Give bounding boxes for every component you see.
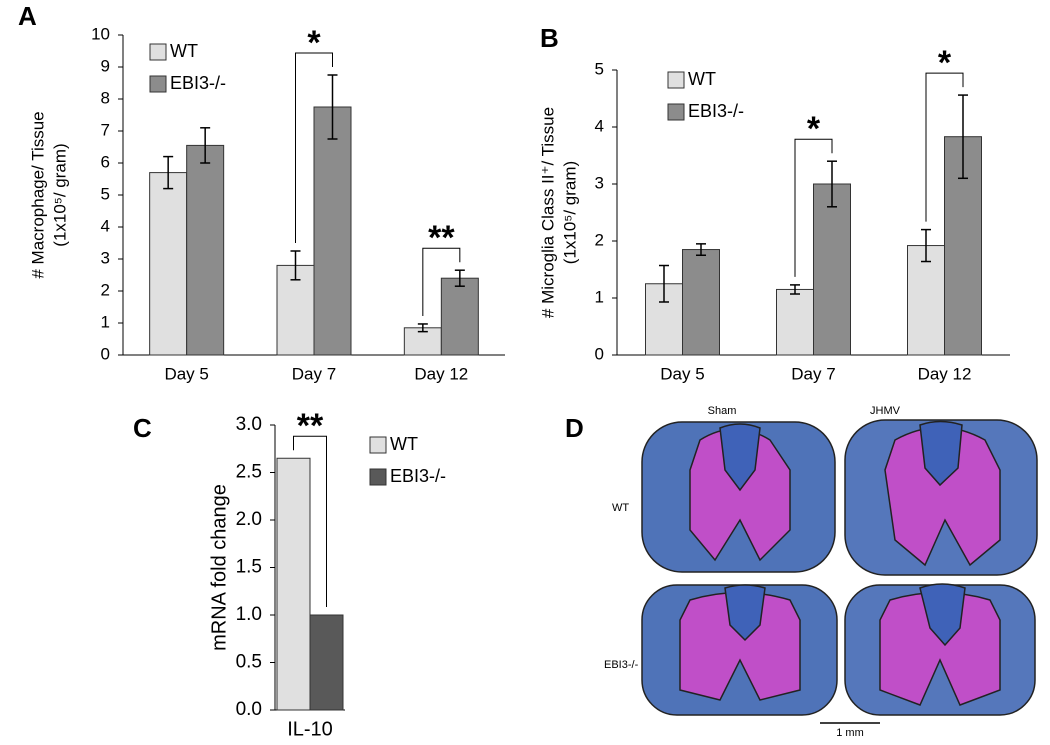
- legend-label: EBI3-/-: [688, 101, 744, 121]
- error-bar: [327, 74, 338, 140]
- y-axis-title: (1x10⁵/ gram): [560, 161, 579, 264]
- y-tick-label: 3: [595, 173, 604, 192]
- error-bar: [958, 94, 968, 180]
- bar: [186, 144, 225, 356]
- x-tick-label: Day 12: [414, 364, 468, 383]
- error-bar: [163, 155, 174, 190]
- column-label: Sham: [708, 405, 737, 417]
- y-axis-title: (1x10⁵/ gram): [50, 143, 69, 246]
- y-axis-title: mRNA fold change: [208, 484, 230, 651]
- y-tick-label: 5: [595, 59, 604, 78]
- significance-label: **: [428, 219, 455, 257]
- panel-letter: A: [18, 1, 37, 31]
- legend-label: EBI3-/-: [170, 73, 226, 93]
- y-tick-label: 7: [101, 120, 110, 139]
- row-label: WT: [612, 502, 629, 514]
- error-bar: [790, 284, 800, 295]
- bar: [313, 106, 352, 356]
- error-bar: [454, 269, 465, 287]
- scale-label: 1 mm: [836, 727, 864, 739]
- y-tick-label: 2: [101, 280, 110, 299]
- micrograph-panel: D Sham JHMV WT EBI3-/- 1 mm: [565, 405, 1038, 739]
- y-tick-label: 3: [101, 248, 110, 267]
- y-tick-label: 0: [101, 344, 110, 363]
- x-tick-label: Day 5: [660, 364, 704, 383]
- bar: [309, 614, 344, 711]
- section: [641, 584, 838, 716]
- error-bar: [290, 250, 301, 281]
- y-tick-label: 10: [91, 24, 110, 43]
- panel-letter: C: [133, 413, 152, 443]
- y-tick-label: 1: [595, 287, 604, 306]
- y-tick-label: 9: [101, 56, 110, 75]
- y-tick-label: 0: [595, 344, 604, 363]
- y-tick-label: 0.0: [236, 699, 262, 720]
- y-tick-label: 6: [101, 152, 110, 171]
- panel-letter: B: [540, 23, 559, 53]
- y-tick-label: 3.0: [236, 414, 262, 435]
- bar: [682, 249, 720, 356]
- y-tick-label: 1.0: [236, 604, 262, 625]
- y-tick-label: 2.5: [236, 462, 262, 483]
- error-bar: [659, 264, 669, 303]
- bar: [276, 457, 311, 711]
- y-tick-label: 2.0: [236, 509, 262, 530]
- legend-label: EBI3-/-: [390, 466, 446, 486]
- bar: [813, 183, 851, 356]
- y-axis-title: # Macrophage/ Tissue: [28, 111, 47, 278]
- y-tick-label: 1: [101, 312, 110, 331]
- column-label: JHMV: [870, 405, 901, 417]
- significance-bracket: [925, 72, 964, 222]
- x-tick-label: Day 5: [164, 364, 208, 383]
- bar: [776, 288, 814, 356]
- x-tick-label: Day 7: [791, 364, 835, 383]
- y-tick-label: 5: [101, 184, 110, 203]
- error-bar: [827, 160, 837, 208]
- legend-label: WT: [688, 69, 716, 89]
- legend-swatch: [369, 436, 387, 454]
- y-tick-label: 2: [595, 230, 604, 249]
- section: [641, 421, 836, 573]
- x-tick-label: Day 12: [918, 364, 972, 383]
- row-label: EBI3-/-: [604, 659, 639, 671]
- y-tick-label: 1.5: [236, 557, 262, 578]
- panel-letter: D: [565, 413, 584, 443]
- bar: [440, 277, 479, 356]
- legend-swatch: [667, 103, 685, 121]
- section: [844, 419, 1038, 576]
- error-bar: [696, 243, 706, 256]
- x-tick-label: IL-10: [287, 718, 333, 740]
- significance-label: **: [297, 407, 324, 445]
- significance-bracket: [293, 435, 327, 607]
- y-tick-label: 4: [101, 216, 110, 235]
- section: [844, 583, 1036, 716]
- legend-label: WT: [170, 41, 198, 61]
- y-axis-title: # Microglia Class II⁺/ Tissue: [538, 107, 557, 318]
- significance-bracket: [422, 247, 461, 316]
- x-tick-label: Day 7: [292, 364, 336, 383]
- error-bar: [921, 228, 931, 263]
- y-tick-label: 0.5: [236, 652, 262, 673]
- legend-swatch: [369, 468, 387, 486]
- legend-swatch: [149, 43, 167, 61]
- significance-label: *: [938, 44, 952, 82]
- bar: [149, 172, 188, 356]
- y-tick-label: 4: [595, 116, 604, 135]
- significance-bracket: [295, 52, 333, 243]
- legend-swatch: [667, 71, 685, 89]
- significance-bracket: [794, 138, 833, 277]
- legend-swatch: [149, 75, 167, 93]
- legend-label: WT: [390, 434, 418, 454]
- error-bar: [200, 127, 211, 164]
- y-tick-label: 8: [101, 88, 110, 107]
- error-bar: [417, 323, 428, 333]
- significance-label: *: [307, 24, 321, 62]
- significance-label: *: [807, 110, 821, 148]
